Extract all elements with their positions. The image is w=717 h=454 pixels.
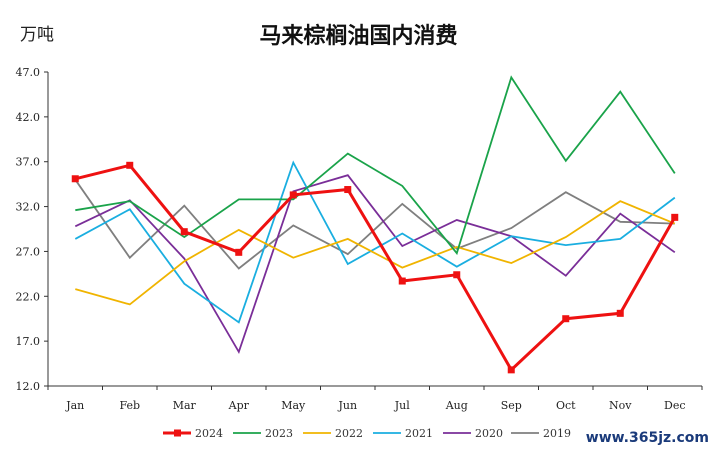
legend-label-2019: 2019: [543, 427, 571, 440]
x-tick-label: May: [281, 399, 306, 412]
data-point-2024: [344, 186, 352, 194]
x-tick-label: Jan: [65, 399, 84, 412]
x-tick-label: Apr: [228, 399, 250, 412]
series-line-2024: [74, 163, 677, 373]
x-tick-label: Feb: [119, 399, 140, 412]
series-line-2019: [74, 179, 675, 270]
legend-label-2020: 2020: [475, 427, 503, 440]
x-tick-label: Nov: [609, 399, 632, 412]
y-tick-label: 12.0: [16, 380, 41, 393]
data-point-2024: [180, 228, 188, 236]
data-point-2024: [235, 248, 243, 256]
x-tick-label: Jun: [337, 399, 357, 412]
legend-label-2021: 2021: [405, 427, 433, 440]
series-line-2021: [74, 160, 676, 324]
data-point-2024: [398, 277, 406, 285]
y-tick-label: 42.0: [16, 111, 41, 124]
data-point-2024: [507, 366, 515, 374]
y-tick-label: 47.0: [16, 66, 41, 79]
watermark: www.365jz.com: [585, 430, 709, 446]
data-point-2024: [671, 213, 679, 221]
y-tick-label: 37.0: [16, 156, 41, 169]
x-tick-label: Sep: [501, 399, 522, 412]
chart-title: 马来棕榈油国内消费: [259, 24, 458, 49]
y-unit-label: 万吨: [20, 25, 54, 45]
x-tick-label: Mar: [173, 399, 197, 412]
data-point-2024: [453, 271, 461, 279]
legend-label-2023: 2023: [265, 427, 293, 440]
series-line-2023: [75, 75, 676, 256]
data-point-2024: [126, 161, 134, 169]
x-tick-label: Aug: [445, 399, 468, 412]
legend-label-2022: 2022: [335, 427, 363, 440]
y-tick-label: 32.0: [16, 201, 41, 214]
y-tick-label: 27.0: [16, 245, 41, 258]
data-point-2024: [562, 315, 570, 323]
data-point-2024: [289, 191, 297, 199]
series-line-2022: [75, 200, 676, 306]
y-tick-label: 22.0: [16, 290, 41, 303]
data-point-2024: [71, 175, 79, 183]
x-tick-label: Dec: [664, 399, 686, 412]
legend-marker-2024: [174, 429, 181, 437]
data-point-2024: [616, 309, 624, 317]
legend-label-2024: 2024: [195, 427, 223, 440]
x-tick-label: Oct: [556, 399, 576, 412]
series-line-2020: [74, 174, 676, 355]
y-tick-label: 17.0: [16, 335, 41, 348]
x-tick-label: Jul: [394, 399, 410, 412]
